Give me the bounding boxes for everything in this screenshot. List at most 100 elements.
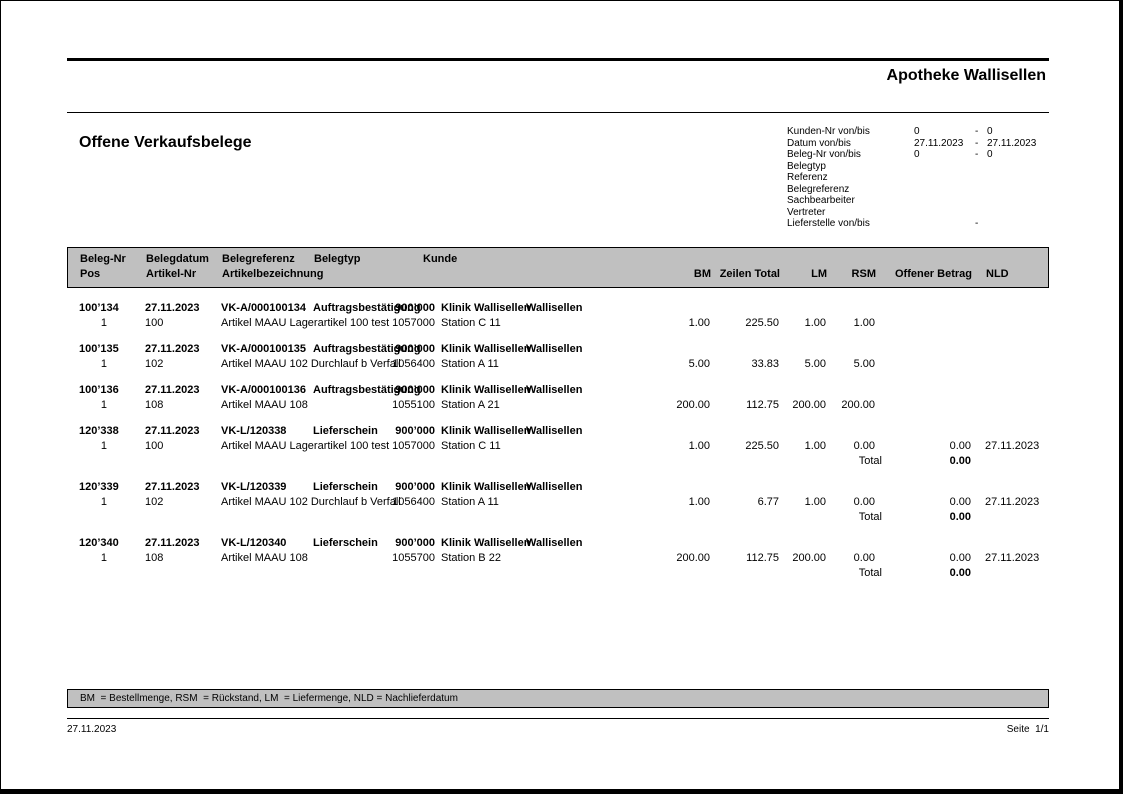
belegtyp: Lieferschein xyxy=(313,537,378,549)
artikel-nr: 102 xyxy=(145,496,164,508)
filter-row-lieferstelle: Lieferstelle von/bis - xyxy=(787,218,1049,230)
filter-to-value: 0 xyxy=(987,126,993,137)
kunde-ort: Wallisellen xyxy=(526,537,583,549)
zeilen-total-value: 112.75 xyxy=(746,399,779,411)
filter-label: Vertreter xyxy=(787,206,826,218)
belegreferenz: VK-L/120339 xyxy=(221,481,287,493)
col-rsm: RSM xyxy=(851,268,876,280)
offener-betrag-value: 0.00 xyxy=(949,440,971,452)
artikelbezeichnung: Artikel MAAU 102 Durchlauf b Verfall xyxy=(221,358,401,370)
document-header-row: 100’135 27.11.2023 VK-A/000100135 Auftra… xyxy=(67,342,1049,357)
lm-value: 1.00 xyxy=(804,440,826,452)
filter-label: Referenz xyxy=(787,172,828,183)
document-group: 100’134 27.11.2023 VK-A/000100134 Auftra… xyxy=(67,301,1049,331)
filter-row-belegtyp: Belegtyp xyxy=(787,161,1049,173)
col-belegreferenz: Belegreferenz xyxy=(222,253,295,265)
kunde-nr: 900’000 xyxy=(395,481,435,493)
kunde-name: Klinik Wallisellen xyxy=(441,384,531,396)
lieferstelle-nr: 1055100 xyxy=(392,399,435,411)
offener-betrag-value: 0.00 xyxy=(949,496,971,508)
filter-label: Beleg-Nr von/bis xyxy=(787,149,861,160)
nld-value: 27.11.2023 xyxy=(985,552,1040,564)
lieferstelle-nr: 1056400 xyxy=(392,358,435,370)
pos: 1 xyxy=(100,496,107,508)
total-label: Total xyxy=(858,511,882,523)
kunde-name: Klinik Wallisellen xyxy=(441,343,531,355)
filter-separator: - xyxy=(975,137,979,149)
lieferstelle-name: Station A 21 xyxy=(441,399,500,411)
lieferstelle-nr: 1056400 xyxy=(392,496,435,508)
offener-betrag-value: 0.00 xyxy=(949,552,971,564)
belegreferenz: VK-A/000100136 xyxy=(221,384,307,396)
col-offener-betrag: Offener Betrag xyxy=(894,268,972,280)
header-rule-top xyxy=(67,58,1049,61)
lieferstelle-name: Station C 11 xyxy=(441,317,501,329)
lieferstelle-name: Station A 11 xyxy=(441,358,499,370)
nld-value: 27.11.2023 xyxy=(985,496,1040,508)
col-nld: NLD xyxy=(986,268,1009,280)
rsm-value: 5.00 xyxy=(853,358,875,370)
belegdatum: 27.11.2023 xyxy=(145,425,200,437)
nld-value: 27.11.2023 xyxy=(985,440,1040,452)
filter-label: Belegtyp xyxy=(787,160,826,172)
kunde-nr: 900’000 xyxy=(395,384,435,396)
belegdatum: 27.11.2023 xyxy=(145,302,200,314)
lm-value: 1.00 xyxy=(804,317,826,329)
beleg-nr: 100’135 xyxy=(79,343,119,355)
total-value: 0.00 xyxy=(949,455,971,467)
beleg-nr: 100’136 xyxy=(79,384,119,396)
kunde-name: Klinik Wallisellen xyxy=(441,481,531,493)
bm-value: 5.00 xyxy=(688,358,710,370)
zeilen-total-value: 225.50 xyxy=(745,440,779,452)
position-row: 1 108 Artikel MAAU 108 1055100 Station A… xyxy=(67,398,1049,413)
filter-row-datum: Datum von/bis 27.11.2023 - 27.11.2023 xyxy=(787,138,1049,150)
filter-row-vertreter: Vertreter xyxy=(787,207,1049,219)
pos: 1 xyxy=(100,317,107,329)
filter-from-value: 27.11.2023 xyxy=(914,137,964,149)
total-row: Total 0.00 xyxy=(67,510,1049,525)
lieferstelle-nr: 1057000 xyxy=(392,317,435,329)
footer-rule xyxy=(67,718,1049,719)
artikel-nr: 100 xyxy=(145,317,164,329)
document-header-row: 120’338 27.11.2023 VK-L/120338 Liefersch… xyxy=(67,424,1049,439)
position-row: 1 102 Artikel MAAU 102 Durchlauf b Verfa… xyxy=(67,357,1049,372)
col-pos: Pos xyxy=(80,268,101,280)
rsm-value: 0.00 xyxy=(853,496,875,508)
filter-label: Sachbearbeiter xyxy=(787,195,855,206)
belegdatum: 27.11.2023 xyxy=(145,537,200,549)
artikelbezeichnung: Artikel MAAU Lagerartikel 100 test xyxy=(221,317,390,329)
lm-value: 200.00 xyxy=(792,399,826,411)
lieferstelle-nr: 1057000 xyxy=(392,440,435,452)
kunde-name: Klinik Wallisellen xyxy=(441,537,531,549)
bm-value: 1.00 xyxy=(688,496,710,508)
artikelbezeichnung: Artikel MAAU 108 xyxy=(221,552,308,564)
col-kunde: Kunde xyxy=(423,253,458,265)
total-row: Total 0.00 xyxy=(67,566,1049,581)
kunde-ort: Wallisellen xyxy=(526,425,583,437)
filter-to-value: 27.11.2023 xyxy=(987,137,1037,149)
col-belegtyp: Belegtyp xyxy=(314,253,361,265)
col-beleg-nr: Beleg-Nr xyxy=(80,253,126,265)
bm-value: 200.00 xyxy=(676,552,710,564)
footer-date: 27.11.2023 xyxy=(67,724,117,735)
filter-row-referenz: Referenz xyxy=(787,172,1049,184)
filter-separator: - xyxy=(975,126,979,137)
col-artikelbezeichnung: Artikelbezeichnung xyxy=(222,268,324,280)
lm-value: 5.00 xyxy=(804,358,826,370)
belegreferenz: VK-L/120340 xyxy=(221,537,287,549)
position-row: 1 102 Artikel MAAU 102 Durchlauf b Verfa… xyxy=(67,495,1049,510)
belegtyp: Lieferschein xyxy=(313,481,378,493)
artikelbezeichnung: Artikel MAAU Lagerartikel 100 test xyxy=(221,440,390,452)
zeilen-total-value: 6.77 xyxy=(757,496,779,508)
company-name: Apotheke Wallisellen xyxy=(886,67,1046,84)
position-row: 1 108 Artikel MAAU 108 1055700 Station B… xyxy=(67,551,1049,566)
pos: 1 xyxy=(100,358,107,370)
col-bm: BM xyxy=(693,268,711,280)
filter-label: Kunden-Nr von/bis xyxy=(787,126,870,137)
beleg-nr: 120’339 xyxy=(79,481,119,493)
filter-from-value: 0 xyxy=(914,149,920,160)
lieferstelle-name: Station C 11 xyxy=(441,440,501,452)
bm-value: 200.00 xyxy=(676,399,710,411)
kunde-name: Klinik Wallisellen xyxy=(441,425,531,437)
